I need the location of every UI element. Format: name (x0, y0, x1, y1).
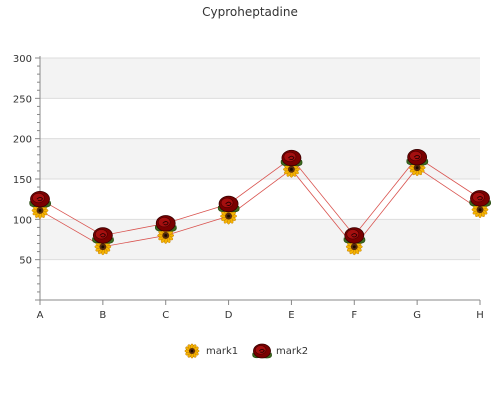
y-tick-label: 200 (13, 135, 32, 146)
x-tick-label: D (225, 310, 233, 321)
rose-swirl (476, 196, 484, 201)
plot-background (40, 58, 480, 300)
series-layer (29, 149, 492, 256)
rose-marker (280, 149, 303, 167)
legend-label: mark1 (206, 346, 238, 357)
background-band (40, 259, 480, 300)
background-band (40, 138, 480, 179)
sunflower-core (101, 245, 105, 249)
sunflower-core (352, 245, 356, 249)
legend-item-mark1: mark1 (184, 343, 238, 359)
x-tick-label: F (351, 310, 357, 321)
rose-marker (406, 149, 429, 166)
legend: mark1 mark2 (184, 343, 308, 359)
sunflower-core (415, 166, 419, 170)
axes: 50 100 150 200 250 300 A B C D E F G H (13, 54, 484, 321)
rose-marker (155, 215, 177, 232)
y-tick-label: 150 (13, 175, 32, 186)
sunflower-core (190, 349, 194, 353)
x-tick-label: B (99, 310, 106, 321)
series-line-mark1 (39, 167, 481, 248)
legend-label: mark2 (276, 346, 308, 357)
rose-icon (252, 343, 272, 359)
x-tick-label: H (476, 310, 484, 321)
grid-lines (40, 57, 480, 261)
series-mark2 (29, 149, 492, 244)
sunflower-core (38, 209, 42, 212)
x-tick-label: A (37, 310, 44, 321)
rose-marker (343, 227, 366, 244)
sunflower-core (227, 214, 231, 218)
rose-swirl (36, 196, 44, 202)
x-tick-label: E (288, 310, 294, 321)
sunflower-core (164, 234, 168, 237)
background-band (40, 98, 480, 139)
rose-swirl (99, 233, 106, 238)
y-tick-label: 50 (19, 256, 32, 267)
legend-item-mark2: mark2 (252, 343, 308, 359)
rose-marker (29, 190, 52, 208)
rose-swirl (350, 233, 358, 238)
rose-swirl (258, 348, 265, 353)
rose-marker (469, 190, 492, 207)
x-tick-label: G (413, 310, 421, 321)
x-tick-label: C (162, 310, 169, 321)
rose-swirl (225, 201, 232, 206)
y-tick-label: 100 (13, 215, 32, 226)
y-tick-label: 250 (13, 94, 32, 105)
background-band (40, 179, 480, 220)
sunflower-marker (283, 160, 300, 178)
series-mark1 (31, 159, 489, 256)
sunflower-icon (184, 343, 200, 359)
series-line-mark2 (39, 156, 481, 237)
rose-swirl (413, 154, 421, 160)
rose-swirl (288, 155, 295, 160)
sunflower-core (289, 167, 293, 171)
background-band (40, 58, 480, 99)
sunflower-core (478, 208, 482, 212)
chart-title: Cyproheptadine (202, 5, 298, 19)
rose-marker (217, 195, 240, 213)
rose-swirl (162, 221, 169, 226)
y-tick-label: 300 (13, 54, 32, 65)
rose-marker (92, 227, 114, 244)
sunflower-marker (345, 238, 363, 256)
